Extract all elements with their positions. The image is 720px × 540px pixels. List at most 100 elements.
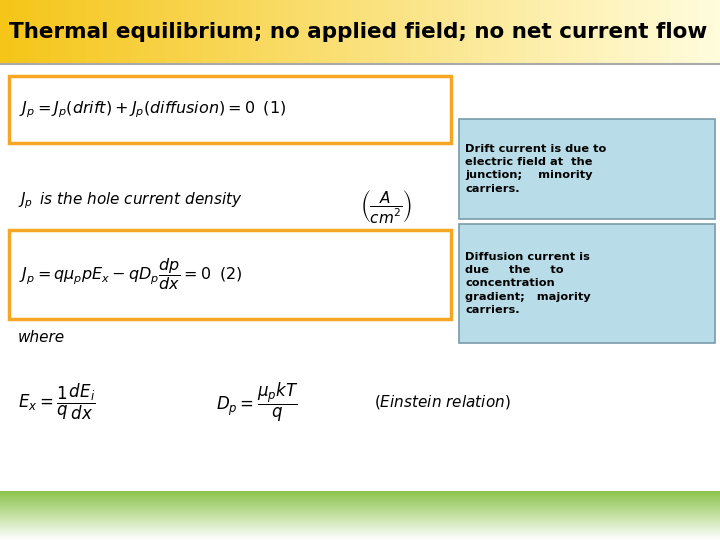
Bar	[50, 0, 58, 64]
Bar	[634, 0, 641, 64]
Bar	[439, 0, 446, 64]
Bar	[137, 0, 144, 64]
Bar	[72, 0, 79, 64]
Bar	[684, 0, 691, 64]
Bar	[367, 0, 374, 64]
Bar	[0, 532, 720, 534]
Bar	[576, 0, 583, 64]
Bar	[713, 0, 720, 64]
Bar	[706, 0, 713, 64]
Bar	[0, 538, 720, 539]
Bar	[0, 510, 720, 511]
Bar	[180, 0, 187, 64]
Bar	[619, 0, 626, 64]
Bar	[281, 0, 288, 64]
Bar	[0, 511, 720, 512]
Bar	[353, 0, 360, 64]
Bar	[504, 0, 511, 64]
Bar	[22, 0, 29, 64]
Bar	[454, 0, 461, 64]
Bar	[648, 0, 655, 64]
FancyBboxPatch shape	[9, 76, 451, 143]
Text: $E_x = \dfrac{1}{q}\dfrac{dE_i}{dx}$: $E_x = \dfrac{1}{q}\dfrac{dE_i}{dx}$	[18, 382, 96, 422]
Bar	[425, 0, 432, 64]
Bar	[216, 0, 223, 64]
Bar	[655, 0, 662, 64]
Bar	[130, 0, 137, 64]
Bar	[533, 0, 540, 64]
Bar	[29, 0, 36, 64]
Bar	[223, 0, 230, 64]
Bar	[0, 501, 720, 502]
Bar	[43, 0, 50, 64]
Bar	[238, 0, 245, 64]
Bar	[547, 0, 554, 64]
Bar	[302, 0, 310, 64]
Bar	[410, 0, 418, 64]
Bar	[511, 0, 518, 64]
Bar	[698, 0, 706, 64]
Bar	[0, 503, 720, 504]
FancyBboxPatch shape	[459, 224, 715, 343]
Bar	[0, 526, 720, 527]
Bar	[497, 0, 504, 64]
Bar	[288, 0, 295, 64]
Bar	[0, 493, 720, 494]
Bar	[605, 0, 612, 64]
Bar	[396, 0, 403, 64]
Bar	[259, 0, 266, 64]
Bar	[475, 0, 482, 64]
Bar	[0, 516, 720, 517]
Text: $J_p\,$ is the hole current density: $J_p\,$ is the hole current density	[18, 191, 243, 211]
Bar	[382, 0, 389, 64]
Bar	[569, 0, 576, 64]
Bar	[461, 0, 468, 64]
Bar	[158, 0, 166, 64]
Bar	[0, 517, 720, 518]
Bar	[590, 0, 598, 64]
Bar	[0, 502, 720, 503]
Bar	[446, 0, 454, 64]
Text: $(Einstein\ relation)$: $(Einstein\ relation)$	[374, 393, 511, 411]
Bar	[0, 499, 720, 500]
Bar	[230, 0, 238, 64]
Bar	[403, 0, 410, 64]
Bar	[641, 0, 648, 64]
Text: $J_p = q\mu_p p E_x - qD_p \dfrac{dp}{dx} = 0 \;\; (2)$: $J_p = q\mu_p p E_x - qD_p \dfrac{dp}{dx…	[19, 256, 243, 292]
Bar	[122, 0, 130, 64]
Bar	[295, 0, 302, 64]
Bar	[346, 0, 353, 64]
Bar	[173, 0, 180, 64]
Bar	[0, 520, 720, 521]
Bar	[0, 531, 720, 532]
Bar	[202, 0, 209, 64]
Bar	[482, 0, 490, 64]
Bar	[518, 0, 526, 64]
Text: Diffusion current is
due     the     to
concentration
gradient;   majority
carri: Diffusion current is due the to concentr…	[465, 252, 590, 315]
Bar	[0, 513, 720, 514]
Bar	[194, 0, 202, 64]
Bar	[0, 505, 720, 506]
Bar	[317, 0, 324, 64]
Bar	[36, 0, 43, 64]
Bar	[14, 0, 22, 64]
Bar	[115, 0, 122, 64]
Bar	[274, 0, 281, 64]
Bar	[0, 491, 720, 492]
Bar	[166, 0, 173, 64]
Text: $\left(\dfrac{A}{cm^2}\right)$: $\left(\dfrac{A}{cm^2}\right)$	[360, 188, 413, 225]
Bar	[58, 0, 65, 64]
Bar	[0, 537, 720, 538]
Bar	[0, 529, 720, 530]
Bar	[151, 0, 158, 64]
Bar	[0, 536, 720, 537]
Bar	[0, 0, 7, 64]
Bar	[144, 0, 151, 64]
Bar	[670, 0, 677, 64]
Bar	[86, 0, 94, 64]
Bar	[252, 0, 259, 64]
Text: Drift current is due to
electric field at  the
junction;    minority
carriers.: Drift current is due to electric field a…	[465, 144, 606, 193]
Bar	[108, 0, 115, 64]
Bar	[0, 497, 720, 498]
Bar	[0, 507, 720, 508]
